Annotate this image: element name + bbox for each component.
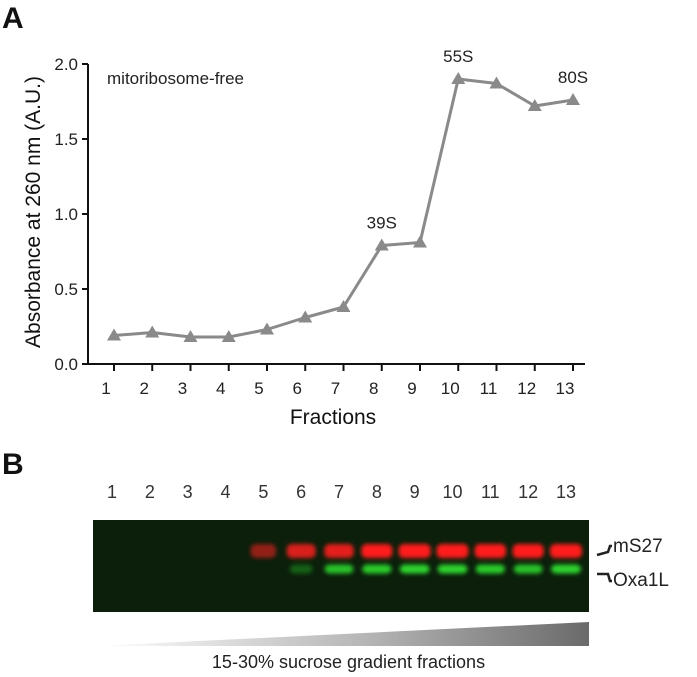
x-tick-label: 7 xyxy=(331,379,340,398)
x-tick-label: 10 xyxy=(441,379,460,398)
y-tick-label: 1.0 xyxy=(54,205,78,224)
band-Oxa1L xyxy=(324,564,354,574)
x-tick-label: 1 xyxy=(101,379,110,398)
y-axis: 0.0 0.5 1.0 1.5 2.0 xyxy=(54,55,89,374)
annotation-mitoribosome-free: mitoribosome-free xyxy=(107,69,244,88)
chart-annotations: mitoribosome-free 39S 55S 80S xyxy=(107,47,588,233)
band-mS27 xyxy=(474,544,507,558)
annotation-39S: 39S xyxy=(367,214,397,233)
band-mS27 xyxy=(512,544,544,558)
lane-label: 5 xyxy=(258,482,269,502)
data-point xyxy=(221,330,236,342)
lane-label: 4 xyxy=(220,482,231,502)
lane-label: 7 xyxy=(333,482,345,502)
lane-label: 11 xyxy=(480,482,500,502)
data-point xyxy=(298,310,313,323)
panel-b-letter: B xyxy=(2,448,24,481)
x-tick-label: 9 xyxy=(407,379,416,398)
x-tick-label: 2 xyxy=(140,379,149,398)
y-tick-label: 0.0 xyxy=(54,355,78,374)
band-Oxa1L xyxy=(437,564,468,574)
data-point xyxy=(145,325,160,338)
band-Oxa1L xyxy=(513,564,543,574)
data-point xyxy=(374,238,389,251)
band-label-mS27: mS27 xyxy=(613,536,663,557)
band-mS27 xyxy=(436,544,469,558)
lane-label: 10 xyxy=(442,482,463,502)
data-point xyxy=(527,99,542,111)
y-tick-label: 1.5 xyxy=(54,130,78,149)
annotation-55S: 55S xyxy=(443,47,473,66)
y-tick-label: 0.5 xyxy=(54,280,78,299)
data-point xyxy=(413,235,427,248)
data-point xyxy=(566,93,580,105)
band-Oxa1L xyxy=(362,564,392,574)
band-mS27 xyxy=(361,544,393,558)
y-tick-label: 2.0 xyxy=(54,55,78,74)
y-axis-label: Absorbance at 260 nm (A.U.) xyxy=(22,76,45,348)
data-point xyxy=(489,76,504,89)
x-tick-label: 3 xyxy=(178,379,187,398)
band-mS27 xyxy=(250,544,277,558)
x-tick-label: 13 xyxy=(556,379,575,398)
band-Oxa1L xyxy=(475,564,506,574)
Oxa1L-bracket xyxy=(597,572,612,583)
series-absorbance xyxy=(107,72,580,342)
x-axis-label: Fractions xyxy=(290,406,376,429)
band-mS27 xyxy=(550,544,582,558)
data-point xyxy=(107,328,121,341)
lane-label: 3 xyxy=(182,482,193,502)
lane-label: 12 xyxy=(518,482,539,502)
mS27-bracket xyxy=(596,544,612,557)
blot-bands xyxy=(250,544,582,574)
x-tick-label: 5 xyxy=(254,379,263,398)
band-mS27 xyxy=(286,544,316,558)
x-tick-label: 11 xyxy=(480,379,498,398)
lane-label: 13 xyxy=(555,482,577,502)
band-label-Oxa1L: Oxa1L xyxy=(613,570,669,591)
x-tick-label: 4 xyxy=(216,379,225,398)
data-point xyxy=(260,322,274,335)
absorbance-line-chart: 0.00.51.01.52.0 1 2 3 4 5 6 7 8 9 10 11 12 13 mitori… xyxy=(22,47,588,429)
band-mS27 xyxy=(398,544,431,558)
annotation-80S: 80S xyxy=(558,68,588,87)
lane-label: 9 xyxy=(409,482,420,502)
lane-label: 2 xyxy=(144,482,155,502)
x-tick-label: 12 xyxy=(517,379,536,398)
band-mS27 xyxy=(324,544,354,558)
x-tick-label: 6 xyxy=(293,379,302,398)
band-Oxa1L xyxy=(289,564,313,574)
x-axis: 1 2 3 4 5 6 7 8 9 10 11 12 13 xyxy=(88,363,585,398)
gradient-caption: 15-30% sucrose gradient fractions xyxy=(211,652,486,672)
lane-label: 8 xyxy=(371,482,382,502)
band-Oxa1L xyxy=(399,564,430,574)
band-Oxa1L xyxy=(551,564,581,574)
data-point xyxy=(336,300,351,312)
lane-label: 1 xyxy=(106,482,118,502)
data-point xyxy=(451,72,466,84)
panel-a-letter: A xyxy=(2,2,24,35)
lane-label: 6 xyxy=(296,482,307,502)
sucrose-gradient-wedge xyxy=(97,622,589,646)
data-point xyxy=(183,330,198,342)
x-tick-label: 8 xyxy=(369,379,378,398)
